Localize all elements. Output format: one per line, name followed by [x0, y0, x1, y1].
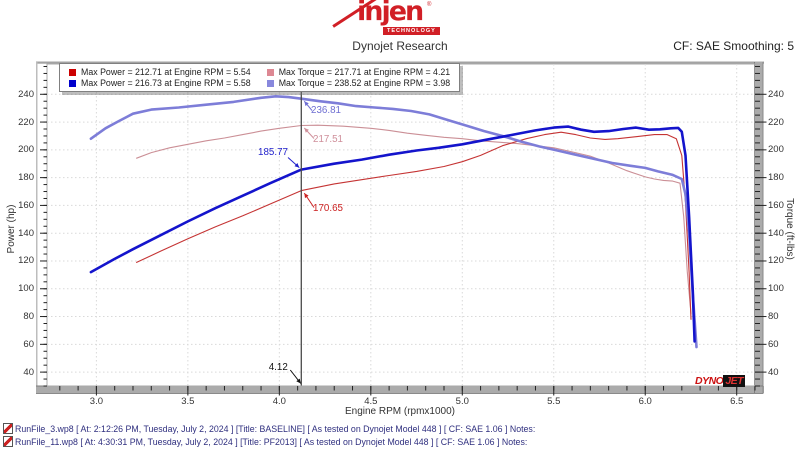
legend-entry-pf2013-power: Max Power = 216.73 at Engine RPM = 5.58: [69, 78, 251, 88]
y-tick-label-left: 200: [18, 144, 34, 156]
registered-mark: ®: [427, 2, 432, 8]
y-tick-label-right: 80: [768, 311, 779, 323]
run-file-icon: [3, 436, 13, 447]
callout-arrowhead: [304, 128, 309, 133]
y-tick-label-left: 220: [18, 116, 34, 128]
y-tick-label-left: 160: [18, 199, 34, 211]
y-tick-label-right: 120: [768, 255, 784, 267]
run-info-baseline[interactable]: RunFile_3.wp8 [ At: 2:12:26 PM, Tuesday,…: [3, 423, 535, 434]
y-tick-label-left: 240: [18, 88, 34, 100]
y-tick-label-right: 200: [768, 144, 784, 156]
panel-frame-bottom: [36, 386, 764, 394]
y-tick-label-right: 100: [768, 283, 784, 295]
y-tick-label-right: 60: [768, 338, 779, 350]
y-tick-label-left: 100: [18, 283, 34, 295]
legend[interactable]: Max Power = 212.71 at Engine RPM = 5.54 …: [59, 63, 461, 92]
page-title: Dynojet Research: [352, 39, 448, 53]
series-pf2013-torque: [89, 95, 698, 349]
cursor-rpm-label: 4.12: [268, 362, 288, 373]
callout-arrowhead: [304, 193, 309, 199]
legend-label: Max Power = 216.73 at Engine RPM = 5.58: [81, 78, 251, 88]
x-tick-label: 4.5: [364, 396, 378, 407]
injen-logo-subtext: TECHNOLOGY: [383, 27, 440, 35]
injen-logo: injen ® TECHNOLOGY: [332, 0, 465, 38]
run-info-text: RunFile_11.wp8 [ At: 4:30:31 PM, Tuesday…: [15, 436, 528, 447]
run-info-text: RunFile_3.wp8 [ At: 2:12:26 PM, Tuesday,…: [15, 423, 536, 434]
y-tick-label-right: 40: [768, 366, 779, 378]
x-tick-label: 5.0: [455, 396, 469, 407]
legend-label: Max Power = 212.71 at Engine RPM = 5.54: [81, 67, 251, 77]
legend-marker-baseline-torque: [266, 68, 274, 76]
y-tick-label-left: 60: [23, 338, 34, 350]
y-tick-label-right: 220: [768, 116, 784, 128]
series-baseline-torque: [136, 124, 692, 315]
cursor-readout-power-baseline: 170.65: [313, 203, 343, 214]
legend-marker-pf2013-power: [69, 79, 76, 87]
legend-marker-baseline-power: [69, 68, 76, 76]
cursor-readout-power-new: 185.77: [258, 147, 288, 158]
panel-frame-right: [754, 61, 763, 394]
cursor-readout-torque-baseline: 217.51: [313, 134, 343, 145]
y-tick-label-left: 140: [18, 227, 34, 239]
run-file-icon: [3, 423, 13, 434]
y-tick-label-left: 120: [18, 255, 34, 267]
x-tick-label: 6.0: [638, 396, 652, 407]
y-tick-label-left: 80: [23, 311, 34, 323]
cursor-readout-torque-new: 236.81: [311, 105, 341, 116]
y-tick-label-right: 180: [768, 172, 784, 184]
callout-arrow: [289, 369, 302, 384]
smoothing-setting[interactable]: CF: SAE Smoothing: 5: [673, 39, 794, 53]
legend-entry-baseline-torque: Max Torque = 217.71 at Engine RPM = 4.21: [266, 67, 451, 77]
legend-label: Max Torque = 238.52 at Engine RPM = 3.98: [278, 78, 451, 88]
x-tick-label: 5.5: [547, 396, 561, 407]
legend-entry-baseline-power: Max Power = 212.71 at Engine RPM = 5.54: [69, 67, 251, 77]
plot-border: [46, 63, 756, 387]
dynojet-watermark: DYNO JET: [695, 375, 746, 387]
callout-arrowhead: [296, 378, 301, 384]
y-tick-label-left: 40: [23, 366, 34, 378]
x-tick-label: 6.5: [730, 396, 744, 407]
callout-arrowhead: [294, 163, 300, 168]
callout-arrow: [287, 157, 300, 168]
series-pf2013-power: [89, 125, 696, 343]
y-tick-label-right: 140: [768, 227, 784, 239]
injen-logo-text: injen: [357, 0, 424, 27]
x-tick-label: 3.5: [181, 396, 195, 407]
y-tick-label-right: 160: [768, 199, 784, 211]
series-baseline-power: [136, 131, 692, 320]
y-tick-label-right: 240: [768, 88, 784, 100]
legend-marker-pf2013-torque: [266, 79, 274, 87]
panel-frame-left: [36, 62, 38, 394]
legend-entry-pf2013-torque: Max Torque = 238.52 at Engine RPM = 3.98: [266, 78, 451, 88]
callout-arrowhead: [304, 101, 309, 107]
legend-label: Max Torque = 217.71 at Engine RPM = 4.21: [278, 67, 451, 77]
run-info-pf2013[interactable]: RunFile_11.wp8 [ At: 4:30:31 PM, Tuesday…: [3, 436, 527, 447]
dynojet-watermark-dyno: DYNO: [695, 375, 724, 387]
x-tick-label: 4.0: [272, 396, 286, 407]
x-axis-label: Engine RPM (rpmx1000): [344, 406, 456, 417]
y-tick-label-left: 180: [18, 172, 34, 184]
x-tick-label: 3.0: [89, 396, 103, 407]
dynojet-watermark-jet: JET: [723, 375, 746, 387]
